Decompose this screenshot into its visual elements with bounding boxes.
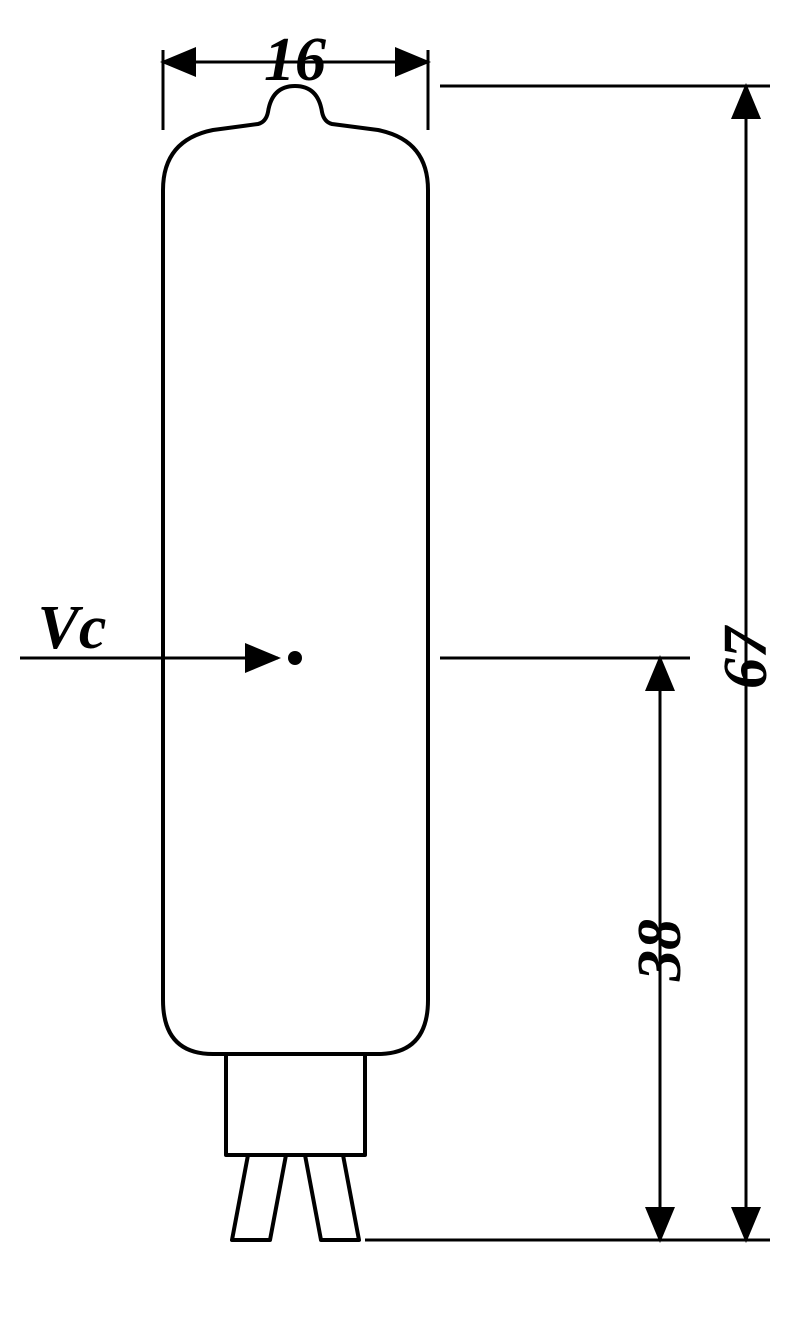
total-height-label: 67 — [712, 624, 780, 689]
center-dot — [288, 651, 302, 665]
vc-label: Vc — [38, 594, 107, 662]
center-height-label: 38 — [626, 919, 694, 982]
width-label: 16 — [264, 26, 326, 94]
technical-drawing: 16 67 38 Vc — [0, 0, 800, 1319]
drawing-svg: 16 67 38 Vc — [0, 0, 800, 1319]
dim-total-height — [365, 86, 770, 1240]
